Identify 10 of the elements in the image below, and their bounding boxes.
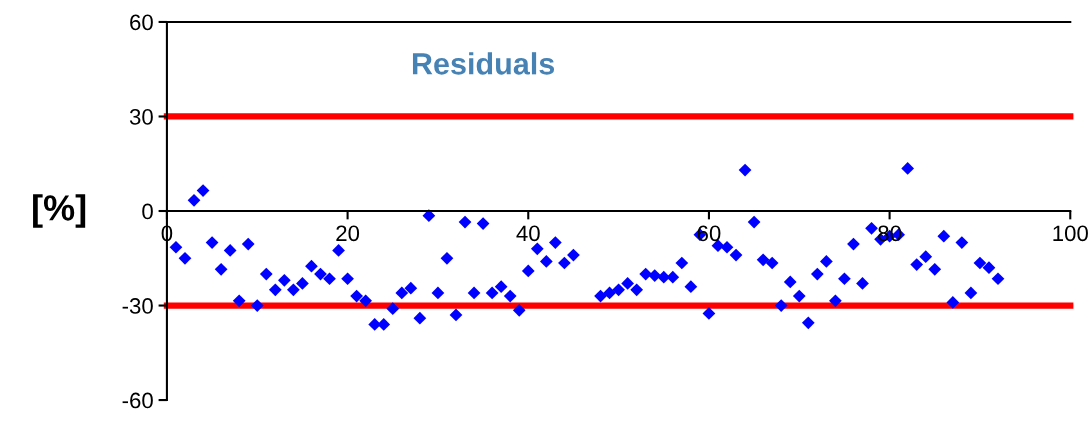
text: Residuals [412,52,555,75]
y-tick-label: 0 [142,203,153,220]
x-tick-label: 100 [1053,225,1088,242]
x-tick-label: 20 [336,225,360,242]
x-tick-label: 40 [516,225,540,242]
y-tick-label: -30 [122,298,153,314]
y-tick-label: 30 [129,109,153,125]
y-tick-label: 60 [130,14,153,31]
y-tick-label: -60 [122,392,153,409]
y-axis-title: [%] [33,194,86,228]
